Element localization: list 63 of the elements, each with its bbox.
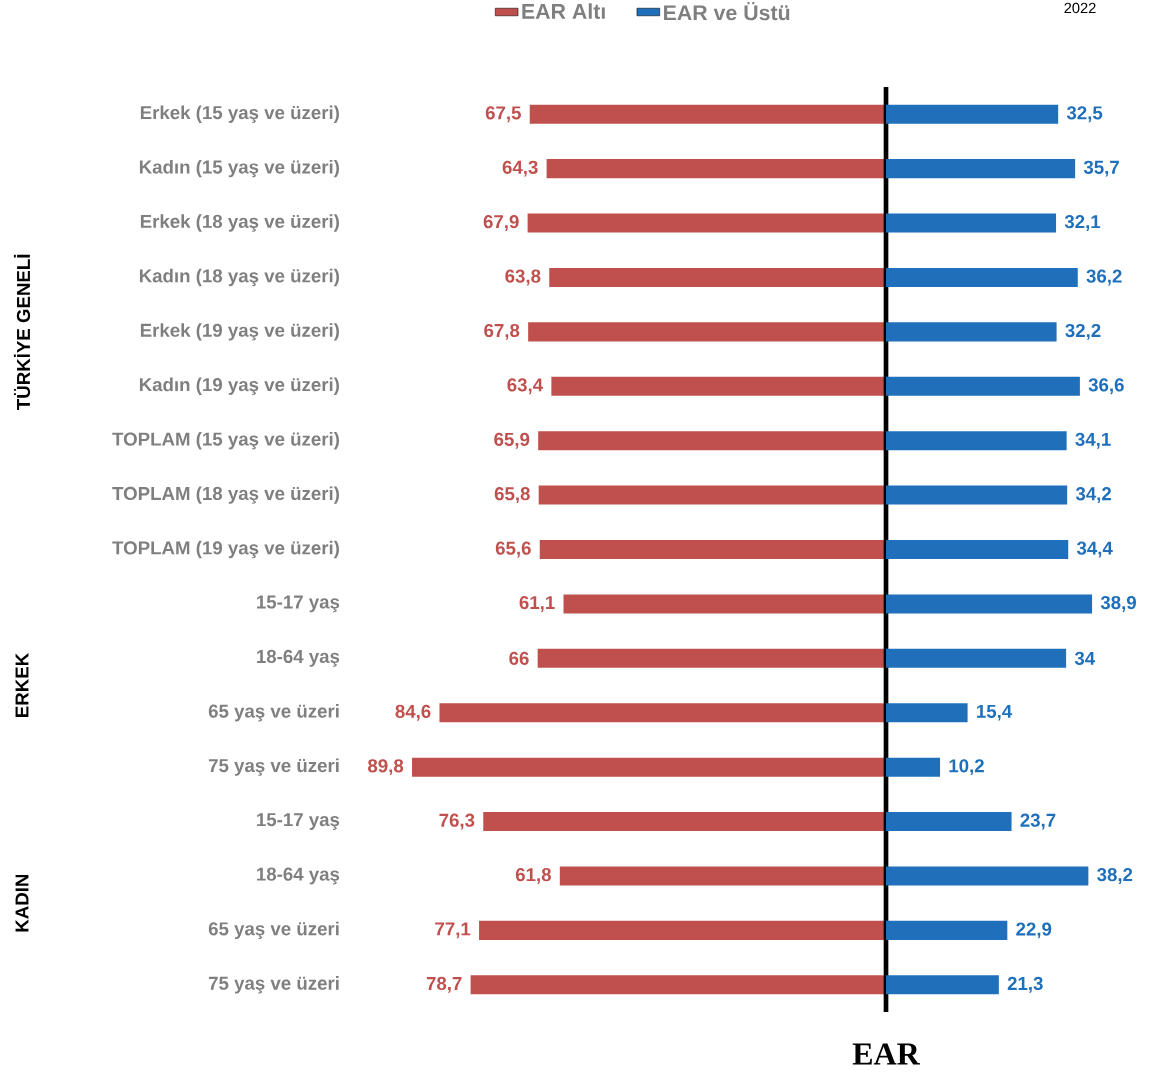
y-tick-label: 15-17 yaş <box>257 595 340 613</box>
text: ERKEK <box>15 653 29 717</box>
data-label: 63,4 <box>507 378 544 395</box>
data-label: 38,2 <box>1097 868 1133 884</box>
y-tick-label: Erkek (18 yaş ve üzeri) <box>140 214 339 232</box>
data-label: 65,8 <box>494 487 530 504</box>
y-tick-label: 18-64 yaş <box>257 867 340 885</box>
y-tick-label: 75 yaş ve üzeri <box>208 758 339 776</box>
y-tick-label: Kadın (18 yaş ve üzeri) <box>139 268 339 287</box>
data-label: 35,7 <box>1083 160 1119 177</box>
data-label: 22,9 <box>1016 922 1052 939</box>
y-tick-label: Erkek (19 yaş ve üzeri) <box>140 323 339 341</box>
text: TÜRKİYE GENELİ <box>13 254 31 410</box>
text: KADIN <box>15 874 29 932</box>
data-label: 63,8 <box>505 269 541 286</box>
bar <box>886 703 968 723</box>
y-tick-label: Kadın (19 yaş ve üzeri) <box>139 377 339 395</box>
data-label: 34,2 <box>1075 487 1112 504</box>
data-label: 34 <box>1074 651 1096 665</box>
legend-label: EAR Altı <box>522 3 605 19</box>
data-label: 67,5 <box>485 106 521 123</box>
legend-label: EAR ve Üstü <box>664 1 790 21</box>
y-tick-label: 18-64 yaş <box>257 649 340 667</box>
y-tick-label: TOPLAM (15 yaş ve üzeri) <box>112 431 339 450</box>
y-tick-label: TOPLAM (19 yaş ve üzeri) <box>112 540 339 559</box>
y-tick-label: 65 yaş ve üzeri <box>208 704 339 722</box>
data-label: 67,9 <box>483 215 519 231</box>
bar <box>886 812 1012 832</box>
data-label: 32,5 <box>1066 106 1103 123</box>
text: 2022 <box>1064 2 1096 14</box>
data-label: 67,8 <box>484 323 520 340</box>
data-label: 36,6 <box>1088 378 1124 395</box>
data-label: 78,7 <box>426 976 462 993</box>
data-label: 23,7 <box>1020 813 1056 830</box>
y-tick-label: 75 yaş ve üzeri <box>208 976 339 994</box>
data-label: 61,1 <box>519 595 555 612</box>
data-label: 10,2 <box>949 759 984 776</box>
data-label: 76,3 <box>439 813 475 830</box>
data-label: 32,2 <box>1065 323 1101 340</box>
data-label: 15,4 <box>977 704 1013 721</box>
bar <box>886 975 999 995</box>
data-label: 32,1 <box>1064 215 1101 231</box>
y-tick-label: Kadın (15 yaş ve üzeri) <box>139 159 339 178</box>
y-tick-label: 15-17 yaş <box>257 813 340 830</box>
y-tick-label: Erkek (15 yaş ve üzeri) <box>140 105 339 123</box>
bar <box>886 920 1008 940</box>
data-label: 64,3 <box>502 160 538 177</box>
data-label: 21,3 <box>1007 976 1043 993</box>
y-tick-label: TOPLAM (18 yaş ve üzeri) <box>112 486 339 504</box>
data-label: 61,8 <box>515 868 551 884</box>
data-label: 38,9 <box>1100 595 1136 612</box>
data-label: 89,8 <box>368 759 404 776</box>
y-tick-label: 65 yaş ve üzeri <box>208 921 339 940</box>
x-axis-title: EAR <box>852 1043 921 1065</box>
bar <box>886 757 941 777</box>
data-label: 77,1 <box>435 922 471 939</box>
data-label: 34,1 <box>1075 432 1111 449</box>
data-label: 65,6 <box>495 541 531 558</box>
data-label: 34,4 <box>1076 541 1113 558</box>
data-label: 65,9 <box>494 432 530 449</box>
data-label: 84,6 <box>395 704 431 721</box>
data-label: 66 <box>509 651 529 665</box>
data-label: 36,2 <box>1086 269 1122 286</box>
